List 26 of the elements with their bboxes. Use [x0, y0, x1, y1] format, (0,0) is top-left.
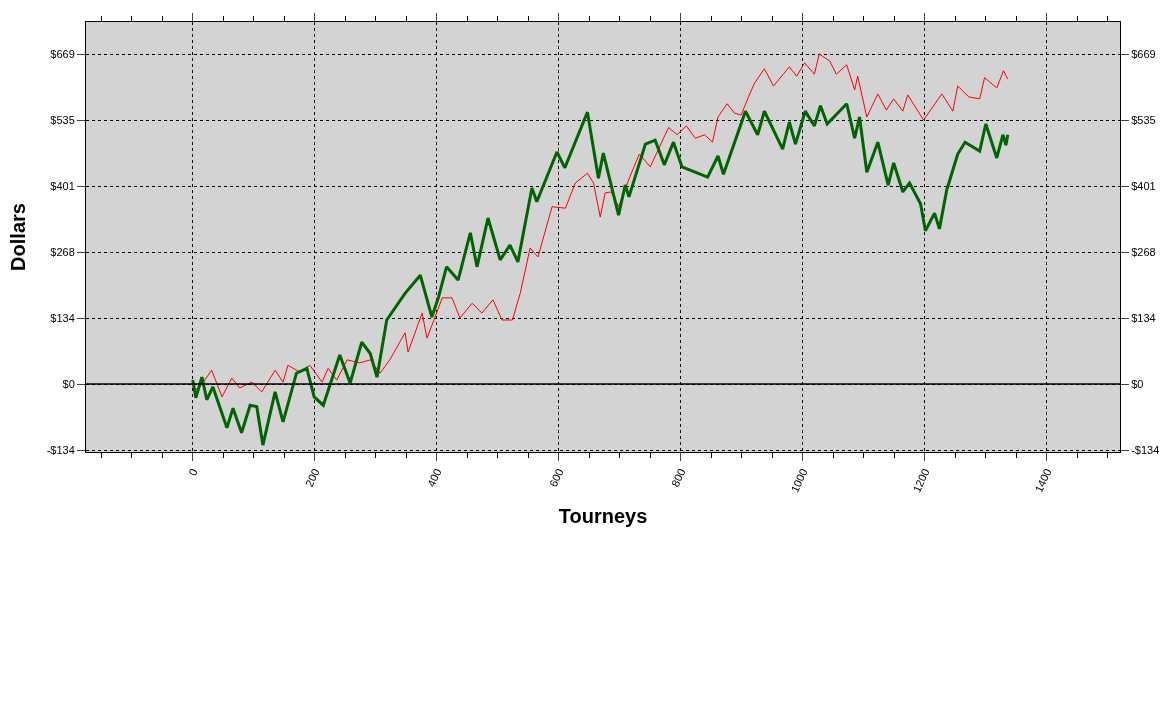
y2-tick-label: $268: [1131, 245, 1156, 258]
y2-tick-label: $0: [1131, 377, 1144, 390]
y-tick-label: $535: [50, 114, 75, 127]
x-tick-label: 600: [546, 466, 566, 489]
y-axis-title: Dollars: [7, 203, 30, 271]
x-tick-label: 0: [186, 466, 200, 478]
y-tick-label: $134: [50, 311, 75, 324]
x-tick-label: 800: [668, 466, 688, 489]
y-tick-label: $268: [50, 245, 75, 258]
x-tick-label: 1000: [788, 466, 810, 495]
y2-tick-label: $669: [1131, 48, 1156, 61]
y2-tick-label: $535: [1131, 114, 1156, 127]
y2-tick-label: -$134: [1131, 443, 1160, 456]
y2-tick-label: $401: [1131, 180, 1156, 193]
x-tick-label: 200: [302, 466, 322, 489]
y-tick-label: $401: [50, 180, 75, 193]
y-tick-label: $669: [50, 48, 75, 61]
line-series: [191, 102, 1010, 447]
y2-tick-label: $134: [1131, 311, 1156, 324]
x-tick-label: 400: [424, 466, 444, 489]
x-axis-title: Tourneys: [558, 504, 648, 527]
y-tick-label: -$134: [46, 443, 75, 456]
x-tick-label: 1200: [910, 466, 932, 495]
x-tick-label: 1400: [1032, 466, 1054, 495]
y-tick-label: $0: [62, 377, 75, 390]
line-series: [192, 53, 1009, 398]
